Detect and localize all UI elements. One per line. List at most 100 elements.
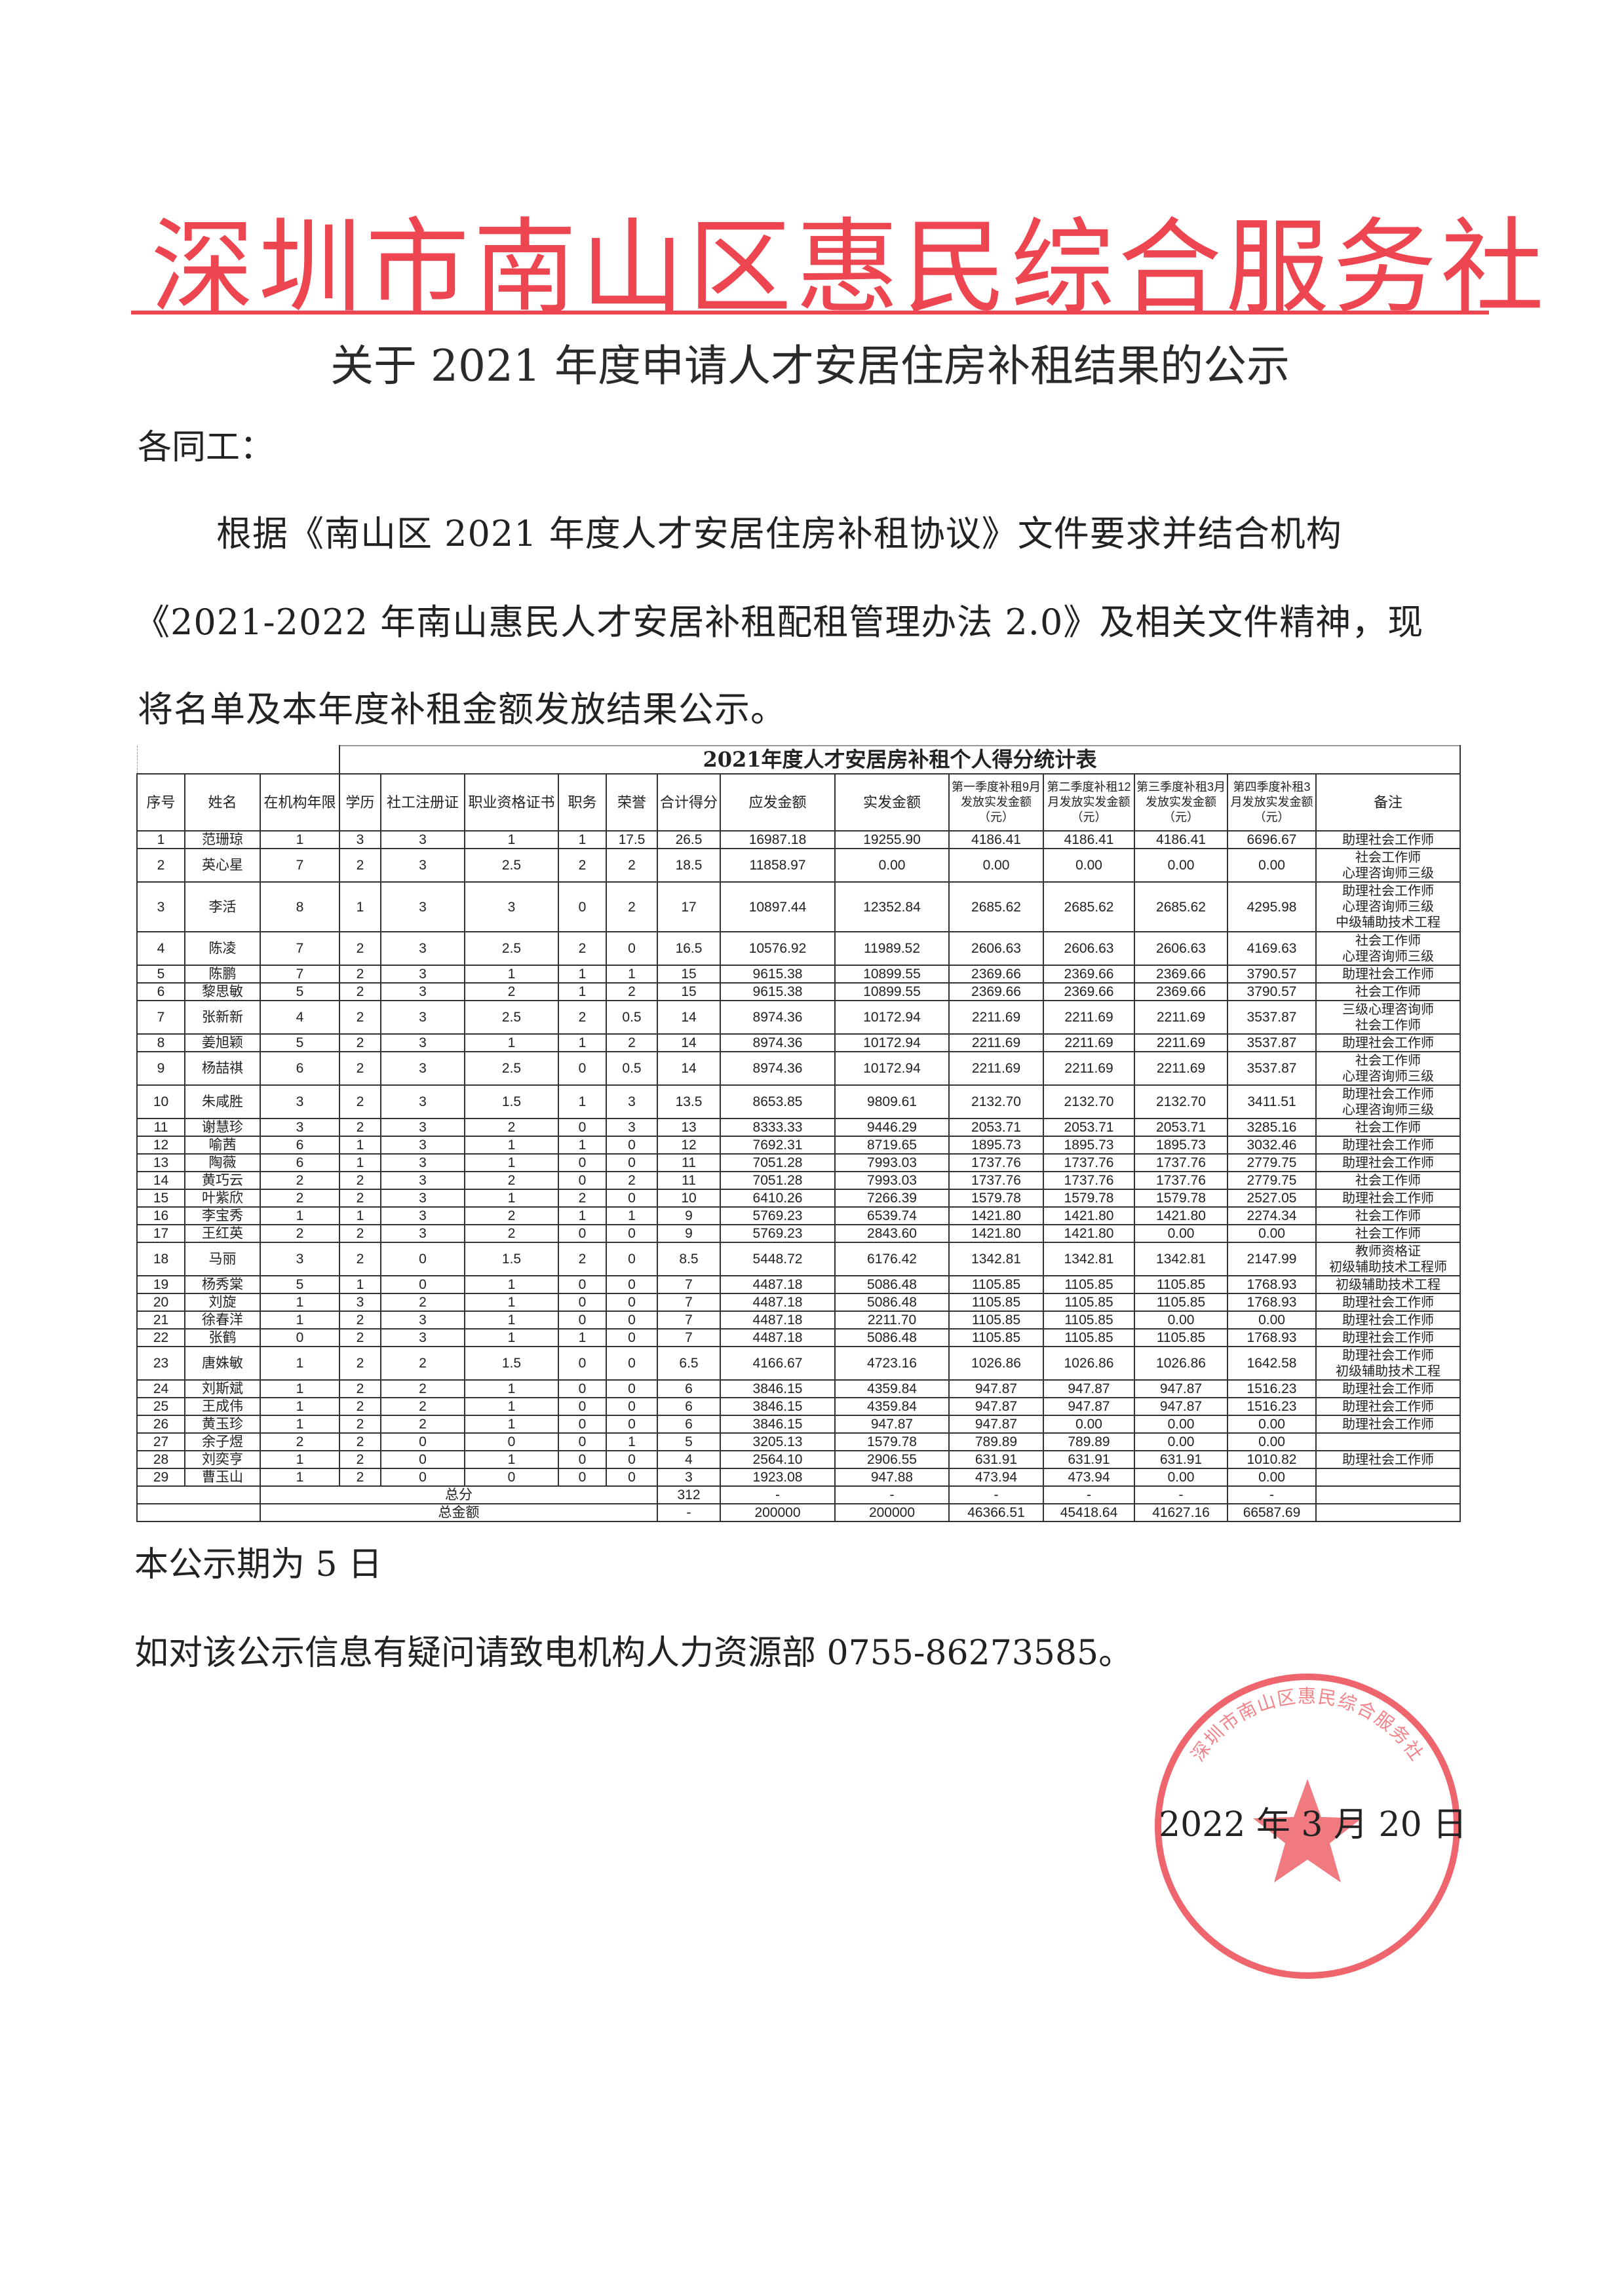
- table-cell: 3: [380, 1311, 465, 1330]
- table-row: 8 姜旭颖 5 2 3 1 1 2 14 8974.36 10172.94 2211.69 2211.6…: [136, 1033, 1461, 1052]
- table-cell: 3: [380, 830, 465, 849]
- totals-blank-cell: [136, 1503, 261, 1522]
- table-cell: 7: [657, 1275, 721, 1294]
- table-cell: 1768.93: [1227, 1275, 1317, 1294]
- table-cell: 2: [339, 1118, 381, 1137]
- table-cell: 947.87: [1134, 1379, 1228, 1398]
- table-cell: 3537.87: [1227, 1033, 1317, 1052]
- column-header: 合计得分: [657, 773, 721, 832]
- table-cell: 2: [339, 1242, 381, 1276]
- remark-cell: [1315, 1468, 1461, 1487]
- remark-cell: 助理社会工作师 心理咨询师三级 中级辅助技术工程: [1315, 881, 1461, 932]
- table-cell: 6539.74: [834, 1206, 950, 1225]
- table-cell: 1: [464, 1450, 559, 1469]
- table-cell: 2211.70: [834, 1311, 950, 1330]
- totals-cell: 41627.16: [1134, 1503, 1228, 1522]
- table-cell: 2843.60: [834, 1224, 950, 1243]
- table-cell: 2606.63: [1043, 931, 1135, 966]
- table-cell: 22: [136, 1328, 185, 1347]
- table-cell: 2: [339, 848, 381, 883]
- table-cell: 0.00: [1227, 1468, 1317, 1487]
- remark-cell: 助理社会工作师: [1315, 1033, 1461, 1052]
- table-cell: 3: [260, 1118, 340, 1137]
- table-cell: 12: [657, 1136, 721, 1155]
- table-cell: 2: [464, 1118, 559, 1137]
- remark-line: 三级心理咨询师: [1342, 1002, 1434, 1017]
- table-cell: 2: [380, 1293, 465, 1312]
- table-cell: 3: [380, 1084, 465, 1119]
- table-cell: 1895.73: [1134, 1136, 1228, 1155]
- table-row: 17 王红英 2 2 3 2 0 0 9 5769.23 2843.60 1421.80 1421.80…: [136, 1224, 1461, 1243]
- table-cell: 3: [380, 1136, 465, 1155]
- table-cell: 2: [606, 848, 658, 883]
- table-cell: 2685.62: [1134, 881, 1228, 932]
- table-cell: 1: [339, 1206, 381, 1225]
- table-cell: 1.5: [464, 1084, 559, 1119]
- table-cell: 0: [606, 1346, 658, 1381]
- table-cell: 2369.66: [948, 982, 1044, 1001]
- table-cell: 4487.18: [720, 1275, 836, 1294]
- table-cell: 5086.48: [834, 1293, 950, 1312]
- table-cell: 1: [260, 1397, 340, 1416]
- totals-cell: -: [834, 1485, 950, 1504]
- table-cell: 10897.44: [720, 881, 836, 932]
- table-cell: 2: [339, 931, 381, 966]
- table-cell: 1421.80: [1043, 1206, 1135, 1225]
- remark-line: 中级辅助技术工程: [1336, 915, 1440, 930]
- table-cell: 14: [657, 1033, 721, 1052]
- table-cell: 1105.85: [1134, 1328, 1228, 1347]
- table-cell: 余子煜: [184, 1432, 261, 1451]
- table-cell: 4: [657, 1450, 721, 1469]
- table-cell: 1: [260, 1346, 340, 1381]
- table-cell: 0.00: [1134, 1311, 1228, 1330]
- column-header: 职务: [558, 773, 607, 832]
- remark-cell: 助理社会工作师: [1315, 830, 1461, 849]
- table-cell: 0: [606, 1397, 658, 1416]
- table-cell: 0.00: [1227, 1415, 1317, 1434]
- table-cell: 2564.10: [720, 1450, 836, 1469]
- table-cell: 9615.38: [720, 982, 836, 1001]
- official-seal-stamp: 深圳市南山区惠民综合服务社: [1155, 1674, 1460, 1979]
- table-cell: 2: [339, 1432, 381, 1451]
- table-cell: 0.5: [606, 1000, 658, 1035]
- table-cell: 4: [260, 1000, 340, 1035]
- table-cell: 1421.80: [1134, 1206, 1228, 1225]
- table-cell: 1: [464, 1189, 559, 1208]
- table-cell: 1: [464, 1293, 559, 1312]
- remark-line: 社会工作师: [1355, 1208, 1421, 1223]
- table-cell: 10899.55: [834, 965, 950, 984]
- table-cell: 2211.69: [1134, 1033, 1228, 1052]
- table-cell: 0: [380, 1242, 465, 1276]
- seal-ring: [1155, 1674, 1460, 1979]
- table-cell: 0: [558, 1397, 607, 1416]
- paragraph-line: 《2021-2022 年南山惠民人才安居补租配租管理办法 2.0》及相关文件精神…: [134, 602, 1424, 643]
- table-cell: 1: [606, 965, 658, 984]
- table-cell: 1: [558, 1136, 607, 1155]
- table-cell: 2: [558, 1242, 607, 1276]
- remark-cell: 社会工作师: [1315, 1206, 1461, 1225]
- table-cell: 2: [339, 1397, 381, 1416]
- table-cell: 1895.73: [948, 1136, 1044, 1155]
- table-cell: 0: [558, 1051, 607, 1086]
- table-cell: 2: [339, 1415, 381, 1434]
- star-icon: [1253, 1779, 1362, 1883]
- table-cell: 3790.57: [1227, 982, 1317, 1001]
- table-cell: 3032.46: [1227, 1136, 1317, 1155]
- table-cell: 16: [136, 1206, 185, 1225]
- table-row: 10 朱咸胜 3 2 3 1.5 1 3 13.5 8653.85 9809.61 2132.70 21…: [136, 1084, 1461, 1119]
- table-cell: 16987.18: [720, 830, 836, 849]
- table-row: 9 杨喆祺 6 2 3 2.5 0 0.5 14 8974.36 10172.94 2211.69 22…: [136, 1051, 1461, 1086]
- table-cell: 黄巧云: [184, 1171, 261, 1190]
- table-cell: 14: [657, 1000, 721, 1035]
- table-cell: 1105.85: [1134, 1293, 1228, 1312]
- remark-cell: 社会工作师 心理咨询师三级: [1315, 848, 1461, 883]
- table-row: 13 陶薇 6 1 3 1 0 0 11 7051.28 7993.03 1737.76 1737.76…: [136, 1153, 1461, 1172]
- table-cell: 23: [136, 1346, 185, 1381]
- table-cell: 0: [558, 1224, 607, 1243]
- table-cell: 25: [136, 1397, 185, 1416]
- table-cell: 1: [260, 1450, 340, 1469]
- table-row: 14 黄巧云 2 2 3 2 0 2 11 7051.28 7993.03 1737.76 1737.7…: [136, 1171, 1461, 1190]
- remark-line: 助理社会工作师: [1342, 1155, 1434, 1170]
- table-cell: 0.00: [1134, 848, 1228, 883]
- table-cell: 1: [558, 1033, 607, 1052]
